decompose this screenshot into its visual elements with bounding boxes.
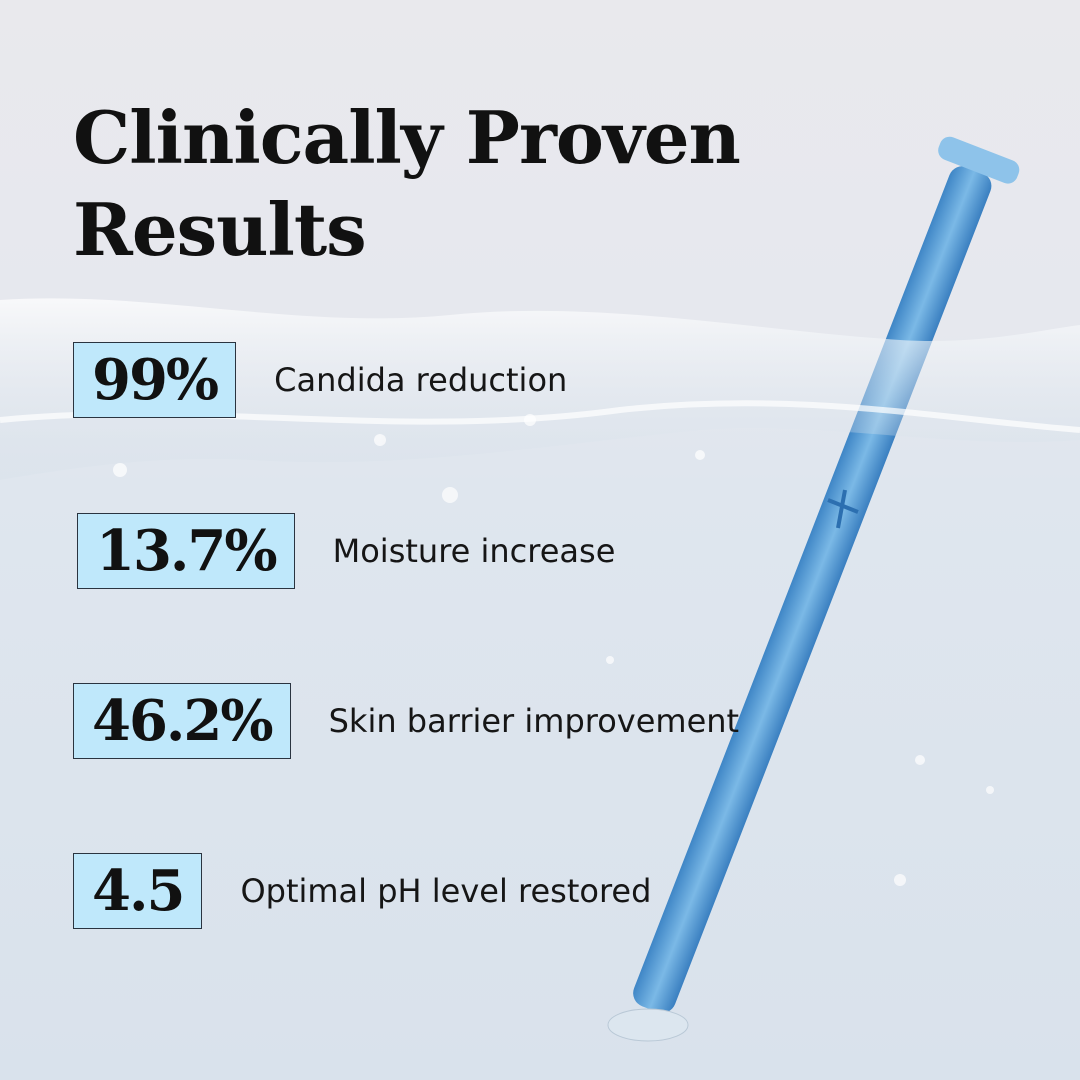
stat-row: 46.2% Skin barrier improvement [73, 683, 739, 759]
stat-value: 13.7% [77, 513, 295, 589]
stat-row: 4.5 Optimal pH level restored [73, 853, 651, 929]
stat-value: 99% [73, 342, 237, 418]
stat-label: Skin barrier improvement [328, 702, 740, 740]
stat-label: Optimal pH level restored [240, 872, 652, 910]
water-surface [0, 298, 1080, 480]
stat-label: Moisture increase [332, 532, 616, 570]
title: Clinically Proven Results [73, 95, 741, 272]
stat-value: 46.2% [73, 683, 291, 759]
stat-row: 13.7% Moisture increase [77, 513, 615, 589]
stat-row: 99% Candida reduction [73, 342, 567, 418]
bubbles [113, 414, 994, 886]
stat-label: Candida reduction [274, 361, 568, 399]
stat-value: 4.5 [73, 853, 203, 929]
